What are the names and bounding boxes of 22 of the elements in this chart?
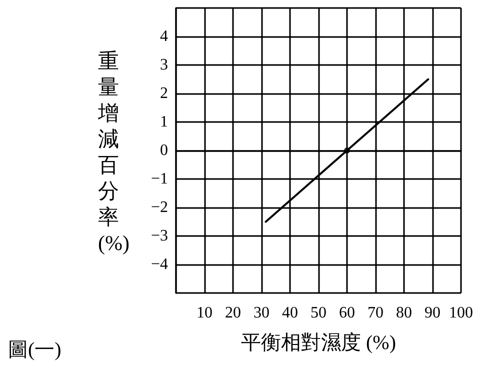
y-tick-label: −2 [150, 199, 168, 216]
y-tick-label: −1 [150, 170, 168, 188]
text: −4 [150, 256, 168, 273]
y-tick-label: 3 [160, 56, 168, 74]
x-tick-label: 20 [225, 304, 241, 322]
y-tick-label: 4 [160, 28, 168, 45]
x-tick-label: 50 [310, 304, 326, 322]
x-tick-label: 30 [254, 304, 270, 322]
y-tick-label: 1 [160, 114, 168, 130]
x-tick-label: 10 [196, 304, 212, 322]
y-tick-label: −3 [150, 228, 168, 244]
x-tick-label: 80 [396, 304, 412, 322]
x-tick-label: 40 [282, 304, 298, 322]
x-tick-label: 60 [339, 304, 355, 322]
x-tick-label: 70 [368, 304, 384, 322]
y-axis-title: 重量增減百分率(%) [97, 49, 130, 255]
x-tick-label: 100 [449, 304, 473, 322]
text: 圖(一) [8, 339, 62, 361]
x-axis-title: 平衡相對濕度 (%) [241, 332, 396, 354]
y-tick-label: 0 [160, 142, 168, 159]
x-tick-label: 90 [424, 304, 440, 322]
y-tick-label: 2 [160, 85, 168, 102]
